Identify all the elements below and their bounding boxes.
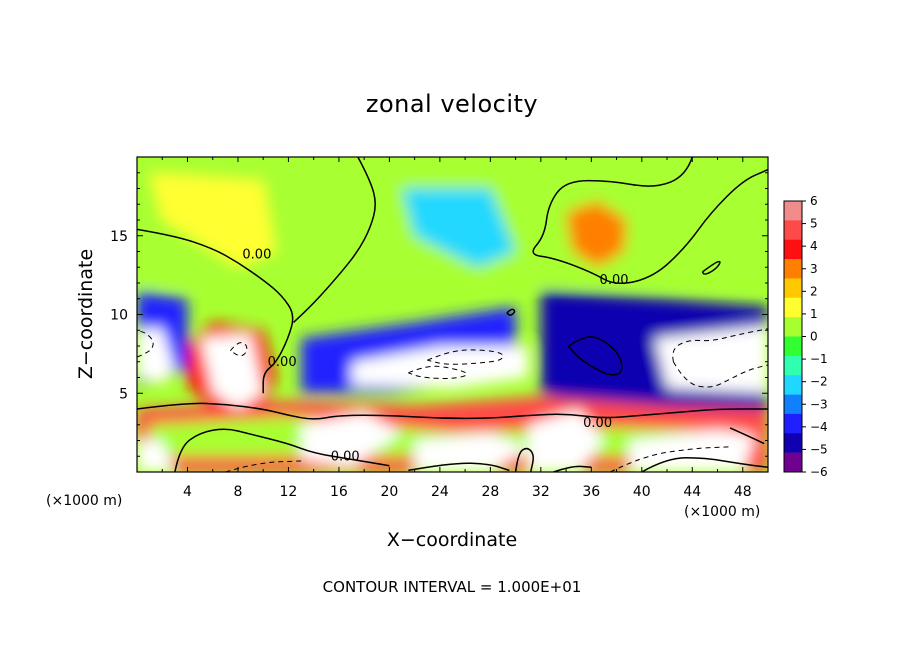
contour-solid-6	[701, 260, 721, 275]
colorbar-tick-label: −1	[810, 352, 828, 366]
colorbar-swatch-13	[784, 452, 802, 473]
contour-solid-2	[532, 157, 768, 285]
field-region-core-36-15	[566, 201, 627, 268]
x-tick-label: 32	[532, 484, 550, 500]
contour-labels: 0.00 0.00 0.00 0.00 0.00	[242, 248, 628, 465]
velocity-field	[137, 157, 768, 472]
contour-solid-3	[137, 402, 768, 420]
colorbar-tick-label: −2	[810, 375, 828, 389]
contour-label-0: 0.00	[242, 248, 271, 263]
contour-solid-17	[408, 462, 510, 472]
field-region-upper-cyan	[402, 188, 516, 268]
field-region-hollow-blob	[200, 333, 264, 409]
field-region-hollow-bottom-5	[137, 440, 175, 472]
plot-area	[137, 157, 768, 472]
colorbar-swatch-6	[784, 317, 802, 337]
field-region-hollow-right	[654, 325, 768, 394]
y-tick-label: 15	[110, 229, 128, 245]
contour-solid-5	[568, 336, 623, 376]
colorbar-swatch-1	[784, 220, 802, 241]
colorbar-swatch-4	[784, 278, 802, 299]
x-tick-label: 36	[582, 484, 600, 500]
contour-dashed-11	[427, 349, 504, 365]
colorbar-tick-label: 3	[810, 262, 818, 276]
colorbar-swatch-10	[784, 394, 802, 415]
contour-solid-18	[641, 457, 768, 472]
colorbar: 6 5 4 3 2 1 0 −1 −2 −3 −4 −5 −6	[783, 194, 828, 479]
colorbar-tick-label: −6	[810, 465, 828, 479]
x-axis-title: X−coordinate	[387, 529, 517, 551]
colorbar-tick-label: 2	[810, 284, 818, 298]
field-region-hollow-bottom-2	[414, 432, 529, 472]
colorbar-tick-label: 4	[810, 239, 818, 253]
x-tick-label: 28	[481, 484, 499, 500]
colorbar-tick-label: 1	[810, 307, 818, 321]
x-tick-label: 24	[431, 484, 449, 500]
contour-dashed-15	[225, 460, 302, 472]
contour-solid-0	[137, 228, 294, 394]
x-tick-label: 40	[633, 484, 651, 500]
contour-interval-note: CONTOUR INTERVAL = 1.000E+01	[323, 578, 582, 596]
colorbar-swatch-8	[784, 355, 802, 376]
x-tick-label: 44	[683, 484, 701, 500]
contour-dashed-12	[408, 365, 468, 379]
colorbar-swatch-9	[784, 375, 802, 395]
colorbar-swatch-11	[784, 413, 802, 434]
colorbar-tick-label: 0	[810, 330, 818, 344]
contour-solid-1	[292, 157, 376, 323]
contour-dashed-9	[230, 342, 248, 357]
colorbar-swatch-5	[784, 297, 802, 318]
colorbar-swatch-12	[784, 433, 802, 453]
field-region-hollow-left	[137, 327, 175, 384]
x-axis: 4 8 12 16 20 24 28 32 36 40 44 48	[161, 157, 752, 500]
contour-label-2: 0.00	[331, 449, 360, 464]
field-region-blue-band-right	[540, 290, 768, 425]
contour-solid-7	[506, 308, 516, 316]
colorbar-swatch-2	[784, 239, 802, 260]
x-unit-left: (×1000 m)	[46, 493, 122, 509]
contour-dashed-13	[672, 328, 768, 362]
contour-lines	[137, 157, 768, 472]
colorbar-tick-label: −3	[810, 397, 828, 411]
field-region-upper-left-yellow	[149, 172, 276, 268]
x-tick-label: 16	[330, 484, 348, 500]
colorbar-swatch-3	[784, 259, 802, 279]
field-region-hollow-bottom-3	[528, 409, 604, 472]
contour-dashed-10	[137, 329, 154, 358]
x-tick-label: 48	[734, 484, 752, 500]
y-axis: 5 10 15	[110, 172, 768, 457]
contour-label-4: 0.00	[583, 416, 612, 431]
x-unit-right: (×1000 m)	[684, 504, 760, 520]
x-tick-label: 20	[380, 484, 398, 500]
colorbar-tick-label: −4	[810, 420, 828, 434]
x-tick-label: 12	[280, 484, 298, 500]
contour-solid-20	[553, 465, 592, 472]
contour-solid-4	[174, 428, 390, 472]
field-region-hollow-mid	[351, 346, 529, 389]
contour-label-3: 0.00	[600, 273, 629, 288]
y-tick-label: 5	[119, 386, 128, 402]
contour-label-1: 0.00	[268, 355, 297, 370]
colorbar-tick-label: −5	[810, 442, 828, 456]
colorbar-tick-label: 5	[810, 217, 818, 231]
x-tick-label: 4	[183, 484, 192, 500]
contour-dashed-16	[610, 446, 731, 472]
chart-title: zonal velocity	[366, 90, 538, 118]
colorbar-tick-label: 6	[810, 194, 818, 208]
colorbar-swatch-7	[784, 336, 802, 357]
colorbar-swatch-0	[784, 201, 802, 221]
x-tick-label: 8	[233, 484, 242, 500]
contour-solid-19	[729, 427, 765, 445]
y-axis-title: Z−coordinate	[75, 249, 97, 379]
y-tick-label: 10	[110, 308, 128, 324]
contour-dashed-14	[672, 361, 768, 388]
contour-solid-8	[514, 447, 534, 472]
field-region-hollow-bottom-1	[301, 412, 402, 468]
